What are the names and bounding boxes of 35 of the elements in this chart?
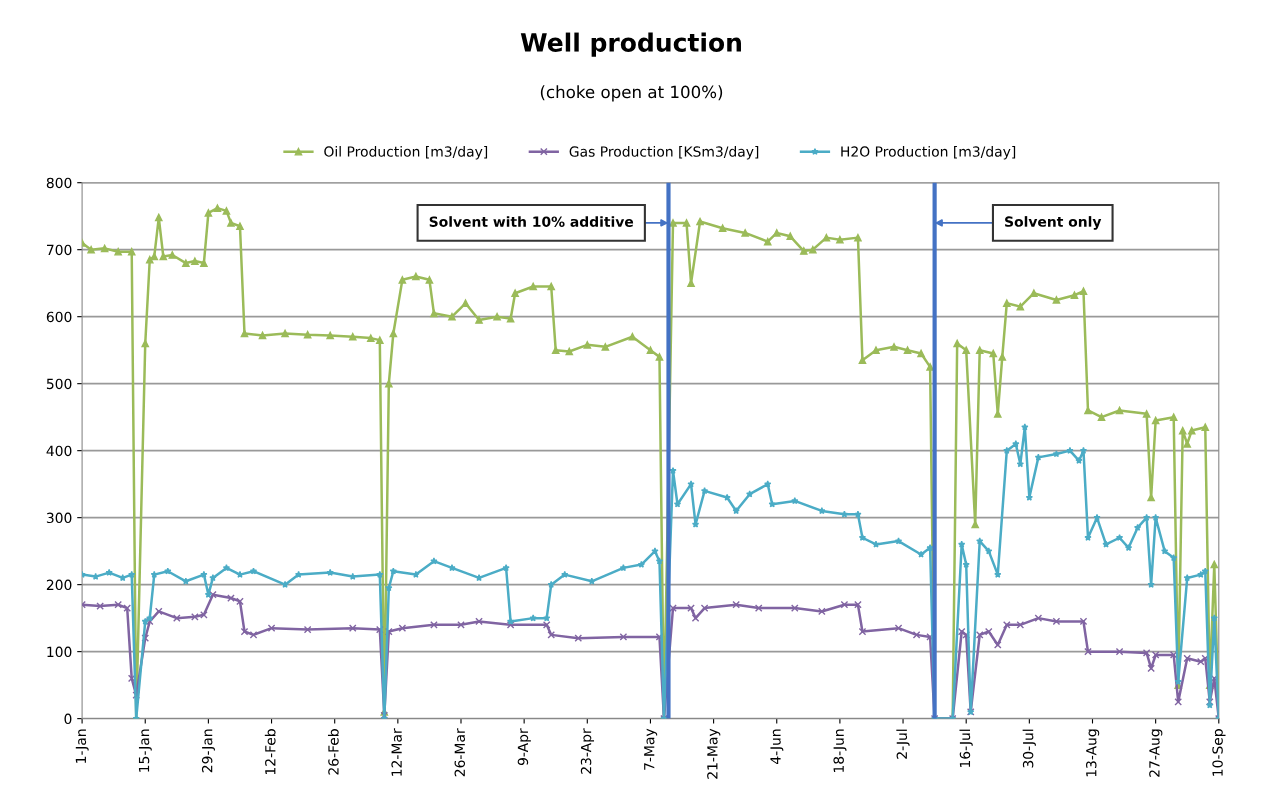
- x-tick-label: 23-Apr: [580, 728, 595, 774]
- y-tick-label: 800: [46, 177, 72, 189]
- x-tick-label: 12-Feb: [264, 729, 276, 775]
- x-tick-label: 30-Jul: [1022, 729, 1036, 768]
- y-tick-label: 100: [47, 646, 72, 658]
- x-tick-label: 9-Apr: [517, 728, 531, 766]
- y-tick-label: 0: [64, 713, 72, 725]
- x-tick-label: 21-May: [707, 728, 721, 779]
- legend-label: Oil Production [m3/day]: [324, 146, 488, 160]
- x-tick-label: 7-May: [644, 728, 658, 770]
- x-tick-label: 16-Jul: [959, 729, 973, 768]
- legend-label: H2O Production [m3/day]: [841, 146, 1016, 160]
- legend-label: Gas Production [KSm3/day]: [569, 146, 759, 160]
- x-tick-label: 29-Jan: [201, 729, 216, 773]
- y-tick-label: 600: [46, 311, 72, 323]
- y-tick-label: 400: [46, 445, 72, 457]
- x-tick-label: 26-Feb: [327, 729, 339, 775]
- x-tick-label: 10-Sep: [1212, 729, 1226, 776]
- x-tick-label: 1-Jan: [75, 729, 89, 763]
- x-tick-label: 12-Mar: [391, 728, 402, 776]
- ref-line-label: Solvent with 10% additive: [429, 216, 634, 227]
- x-tick-label: 4-Jun: [770, 729, 784, 764]
- x-tick-label: 13-Aug: [1086, 729, 1100, 777]
- x-tick-label: 27-Aug: [1149, 729, 1163, 777]
- x-tick-label: 2-Jul: [896, 729, 910, 759]
- y-tick-label: 300: [46, 512, 72, 524]
- y-tick-label: 700: [47, 244, 72, 256]
- x-tick-label: 15-Jan: [138, 729, 152, 772]
- y-tick-label: 500: [46, 378, 72, 390]
- ref-line-label: Solvent only: [1005, 216, 1102, 230]
- chart-title: Well production: [520, 32, 741, 57]
- x-tick-label: 26-Mar: [454, 728, 466, 777]
- x-tick-label: 18-Jun: [833, 729, 847, 772]
- chart-subtitle: (choke open at 100%): [540, 85, 723, 102]
- y-tick-label: 200: [46, 579, 72, 591]
